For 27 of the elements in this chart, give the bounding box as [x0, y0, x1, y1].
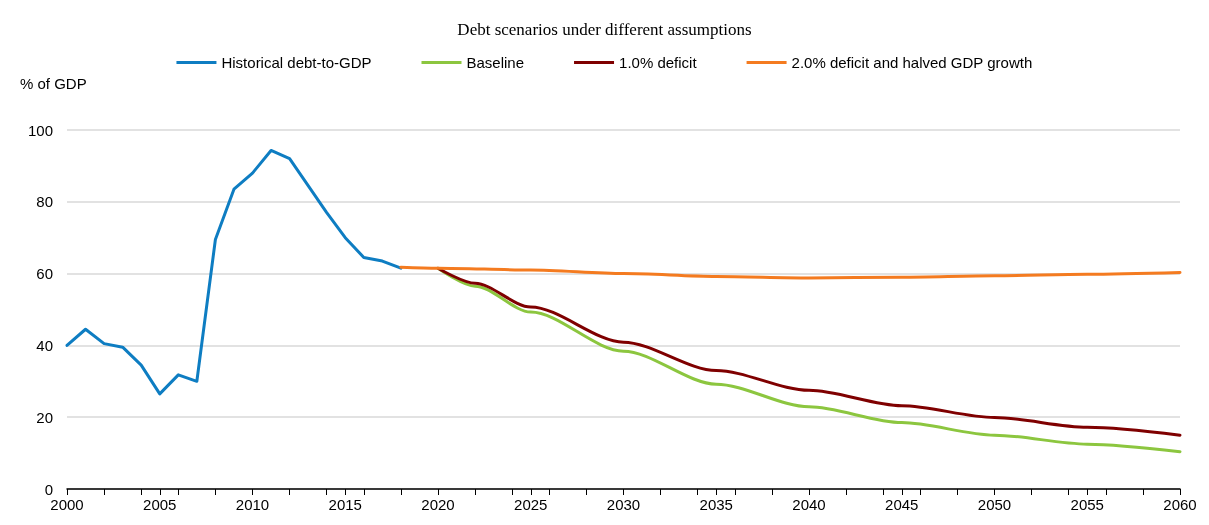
- legend-label: 2.0% deficit and halved GDP growth: [791, 54, 1033, 71]
- y-tick-label: 80: [36, 193, 53, 211]
- x-tick-label: 2000: [50, 496, 84, 513]
- y-tick-label: 100: [27, 121, 53, 139]
- legend-label: Baseline: [466, 54, 525, 71]
- y-tick-label: 60: [36, 265, 53, 283]
- x-tick-label: 2020: [421, 496, 455, 513]
- line-series: [65, 148, 403, 396]
- legend-label: Historical debt-to-GDP: [221, 54, 372, 71]
- line-series: [399, 265, 1182, 280]
- chart-title: Debt scenarios under different assumptions: [457, 20, 752, 39]
- y-tick-label: 0: [44, 480, 53, 498]
- x-tick-label: 2055: [1070, 496, 1104, 513]
- x-tick-label: 2005: [143, 496, 177, 513]
- x-tick-label: 2010: [235, 496, 270, 513]
- x-tick-label: 2015: [328, 496, 362, 513]
- y-tick-label: 40: [36, 336, 53, 354]
- x-tick-label: 2060: [1163, 496, 1197, 513]
- x-tick-label: 2025: [514, 496, 548, 513]
- x-tick-label: 2040: [792, 496, 826, 513]
- x-tick-label: 2035: [699, 496, 733, 513]
- x-tick-label: 2050: [977, 496, 1012, 513]
- x-tick-label: 2030: [606, 496, 641, 513]
- y-tick-label: 20: [36, 408, 53, 426]
- x-tick-label: 2045: [885, 496, 919, 513]
- y-axis-title: % of GDP: [20, 75, 87, 92]
- legend-label: 1.0% deficit: [619, 54, 698, 71]
